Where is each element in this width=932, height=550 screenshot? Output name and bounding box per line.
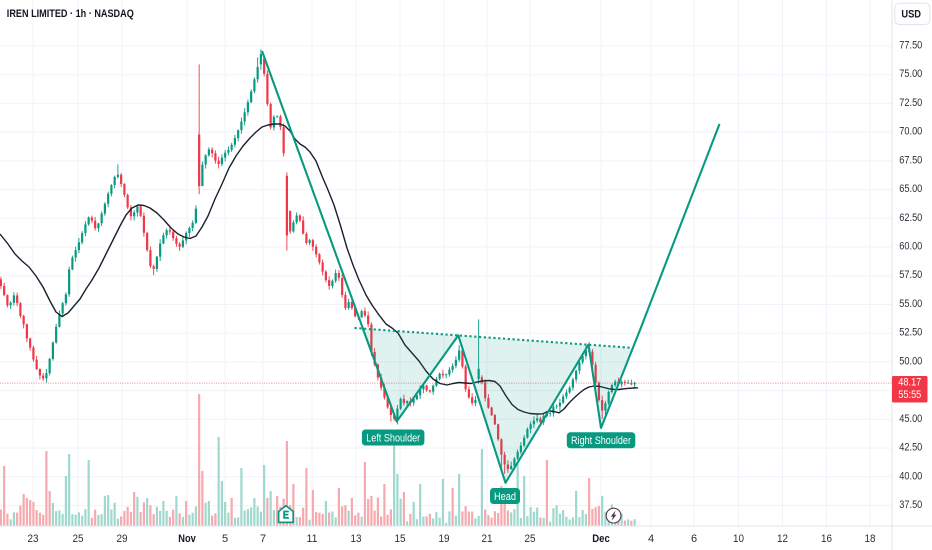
svg-text:37.50: 37.50	[899, 499, 922, 511]
svg-text:45.00: 45.00	[899, 413, 922, 425]
svg-text:Dec: Dec	[592, 533, 610, 545]
svg-text:Head: Head	[494, 491, 516, 503]
svg-text:7: 7	[260, 533, 266, 545]
svg-text:23: 23	[28, 533, 39, 545]
svg-text:21: 21	[482, 533, 493, 545]
svg-text:48.17: 48.17	[898, 377, 921, 389]
svg-text:77.50: 77.50	[899, 40, 922, 52]
svg-text:12: 12	[777, 533, 788, 545]
svg-text:72.50: 72.50	[899, 97, 922, 109]
svg-text:16: 16	[821, 533, 832, 545]
svg-text:29: 29	[117, 533, 128, 545]
svg-text:15: 15	[395, 533, 406, 545]
svg-text:55.00: 55.00	[899, 298, 922, 310]
svg-text:52.50: 52.50	[899, 327, 922, 339]
svg-text:70.00: 70.00	[899, 126, 922, 138]
svg-text:10: 10	[733, 533, 744, 545]
svg-text:25: 25	[525, 533, 536, 545]
svg-text:IREN LIMITED · 1h · NASDAQ: IREN LIMITED · 1h · NASDAQ	[7, 8, 134, 20]
svg-text:55:55: 55:55	[898, 389, 921, 401]
svg-text:42.50: 42.50	[899, 442, 922, 454]
svg-text:Right Shoulder: Right Shoulder	[571, 435, 631, 447]
svg-text:65.00: 65.00	[899, 183, 922, 195]
svg-text:67.50: 67.50	[899, 154, 922, 166]
svg-text:19: 19	[439, 533, 450, 545]
svg-text:25: 25	[73, 533, 84, 545]
svg-text:5: 5	[222, 533, 228, 545]
svg-text:13: 13	[351, 533, 362, 545]
svg-text:62.50: 62.50	[899, 212, 922, 224]
svg-text:Left Shoulder: Left Shoulder	[366, 432, 420, 444]
svg-text:40.00: 40.00	[899, 470, 922, 482]
svg-text:18: 18	[865, 533, 876, 545]
svg-text:11: 11	[307, 533, 318, 545]
svg-text:USD: USD	[901, 9, 921, 21]
svg-text:60.00: 60.00	[899, 241, 922, 253]
svg-text:57.50: 57.50	[899, 269, 922, 281]
svg-text:75.00: 75.00	[899, 68, 922, 80]
svg-text:50.00: 50.00	[899, 355, 922, 367]
svg-text:6: 6	[691, 533, 697, 545]
svg-text:Nov: Nov	[178, 533, 196, 545]
svg-text:4: 4	[648, 533, 654, 545]
